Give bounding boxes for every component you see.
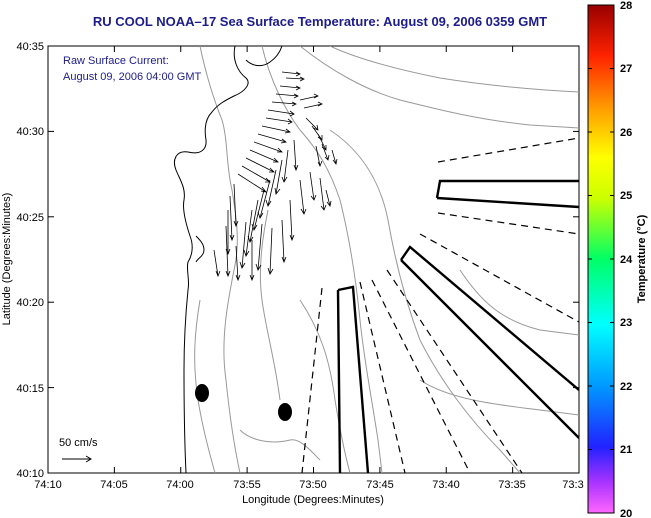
colorbar-tick: 25	[620, 190, 632, 202]
map-title: RU COOL NOAA–17 Sea Surface Temperature:…	[92, 14, 548, 29]
colorbar-tick: 20	[620, 508, 632, 518]
scale-arrow	[62, 455, 92, 463]
plot-frame	[47, 45, 580, 474]
y-tick-label: 40:25	[16, 212, 44, 224]
x-tick-label: 73:40	[432, 479, 460, 491]
colorbar	[587, 4, 615, 514]
y-tick-label: 40:30	[16, 126, 44, 138]
x-tick-label: 73:3	[562, 479, 583, 491]
colorbar-tick: 22	[620, 381, 632, 393]
legend-line-2: August 09, 2006 04:00 GMT	[63, 71, 201, 83]
y-tick-marks	[48, 45, 579, 474]
x-axis-label: Longitude (Degrees:Minutes)	[242, 494, 384, 506]
dashed-sector-lines	[301, 137, 579, 473]
legend-line-1: Raw Surface Current:	[63, 55, 169, 67]
coastline	[174, 46, 283, 473]
y-tick-label: 40:10	[16, 468, 44, 480]
colorbar-tick: 23	[620, 317, 632, 329]
colorbar-tick: 28	[620, 0, 632, 12]
colorbar-tick: 27	[620, 63, 632, 75]
surface-current-arrows	[213, 71, 338, 282]
colorbar-tick-marks	[588, 4, 614, 514]
x-tick-label: 73:35	[498, 479, 526, 491]
x-tick-label: 73:50	[299, 479, 327, 491]
colorbar-tick: 21	[620, 444, 632, 456]
x-tick-label: 74:00	[166, 479, 194, 491]
y-tick-label: 40:15	[16, 383, 44, 395]
transect-polygons	[336, 179, 579, 473]
x-tick-label: 74:05	[100, 479, 128, 491]
y-tick-label: 40:20	[16, 297, 44, 309]
x-tick-marks	[47, 46, 580, 473]
y-axis-label: Latitude (Degrees:Minutes)	[1, 193, 13, 326]
marker-dot	[195, 384, 209, 402]
colorbar-tick: 24	[620, 254, 633, 266]
x-tick-label: 73:45	[366, 479, 394, 491]
x-tick-label: 73:55	[233, 479, 261, 491]
x-tick-label: 74:10	[34, 479, 62, 491]
marker-dot	[278, 403, 292, 421]
colorbar-label: Temperature (°C)	[636, 214, 648, 303]
scale-label: 50 cm/s	[59, 437, 98, 449]
y-tick-label: 40:35	[16, 41, 44, 53]
colorbar-tick: 26	[620, 127, 632, 139]
